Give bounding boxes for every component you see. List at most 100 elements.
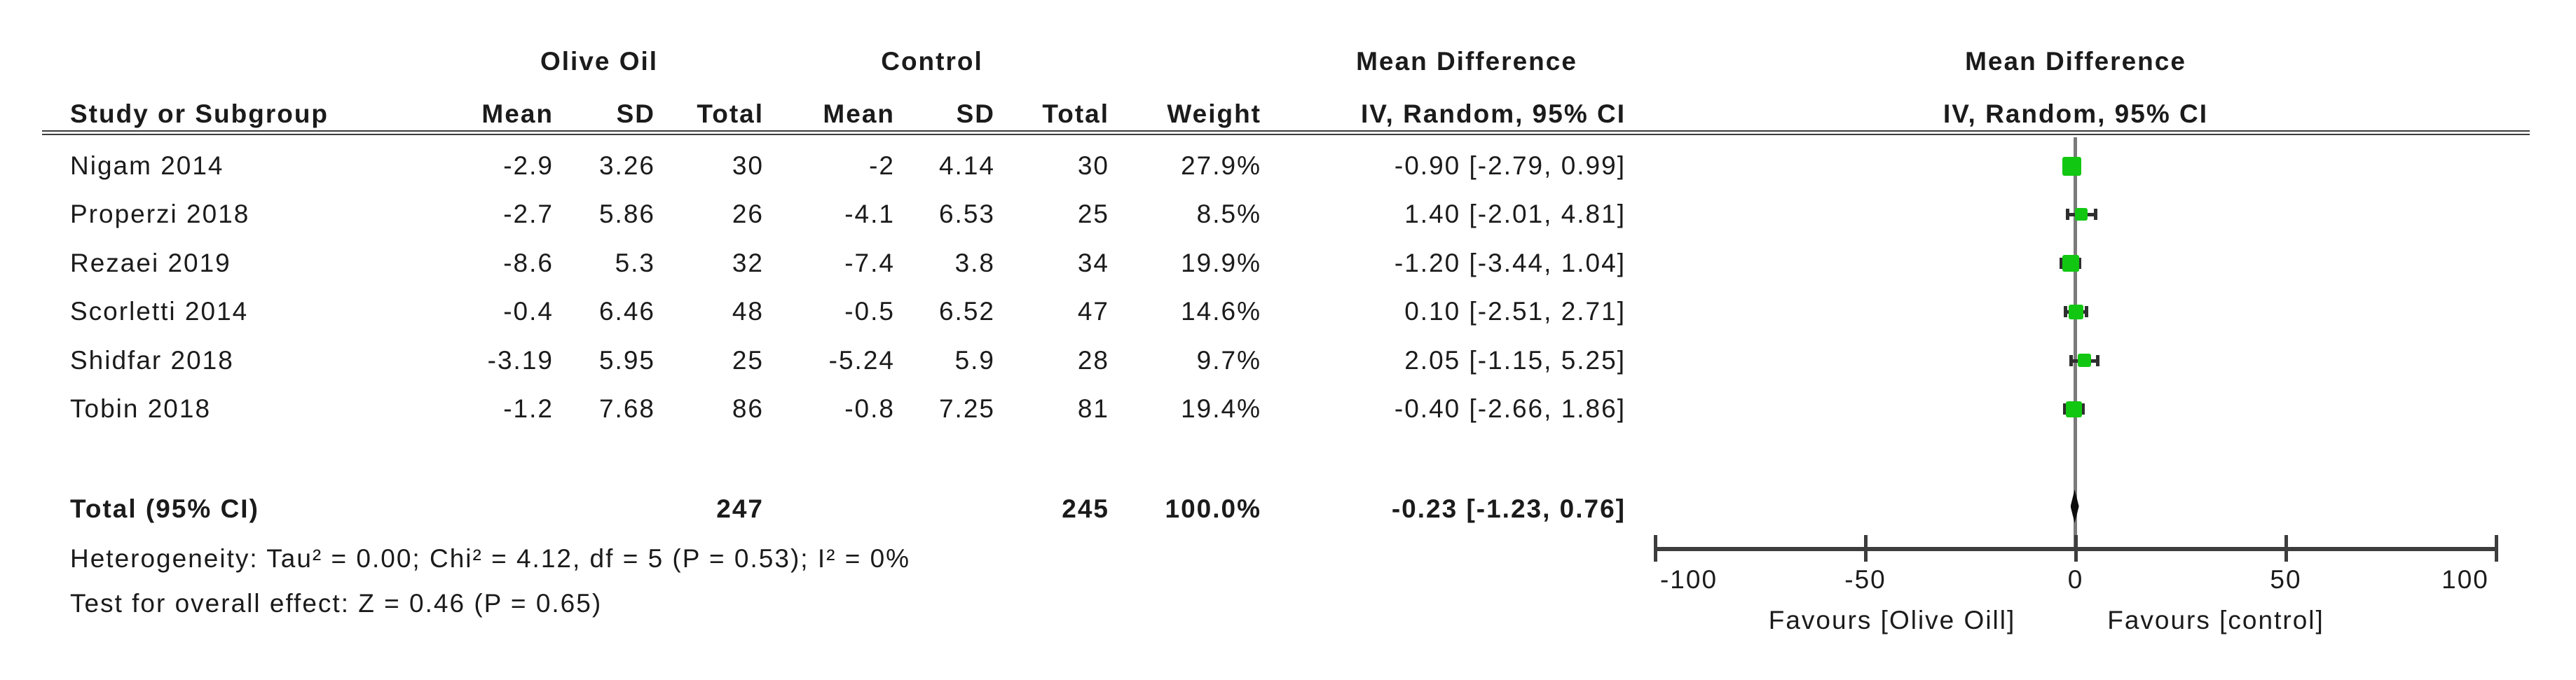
plot-header-line1: Mean Difference [1965,47,2186,76]
x-axis-tick [1864,535,1868,562]
study-ci-label: -1.20 [-3.44, 1.04] [1394,248,1626,277]
study-exp-total: 32 [732,248,764,277]
x-axis-tick-label: 100 [2441,565,2489,594]
x-axis-tick-label: -100 [1659,565,1718,594]
point-estimate-marker [2075,208,2088,221]
study-ci-label: -0.90 [-2.79, 0.99] [1394,151,1626,180]
study-exp-total: 26 [732,200,764,229]
study-exp-sd: 3.26 [598,151,655,180]
col-header-ctl-sd: SD [956,99,995,128]
col-header-exp-total: Total [697,99,764,128]
study-ctl-mean: -0.8 [844,394,895,423]
study-name: Rezaei 2019 [70,248,231,277]
col-header-ctl-mean: Mean [823,99,895,128]
point-estimate-marker [2069,304,2084,319]
x-axis-tick [2495,535,2498,562]
study-exp-sd: 5.95 [598,345,655,375]
study-weight: 8.5% [1196,200,1261,229]
study-ctl-total: 34 [1077,248,1109,277]
study-exp-mean: -1.2 [503,394,554,423]
col-header-study: Study or Subgroup [70,99,329,128]
ci-cap-right [2078,257,2082,269]
ci-cap-right [2081,403,2085,415]
overall-effect-note: Test for overall effect: Z = 0.46 (P = 0… [70,589,603,618]
study-ctl-mean: -0.5 [844,297,895,326]
study-ctl-mean: -5.24 [828,345,895,375]
point-estimate-marker [2077,354,2091,368]
study-weight: 9.7% [1196,345,1261,375]
total-label: Total (95% CI) [70,494,259,523]
study-ci-label: 2.05 [-1.15, 5.25] [1404,345,1626,375]
study-exp-sd: 5.3 [615,248,655,277]
x-axis-tick [2284,535,2288,562]
study-weight: 27.9% [1181,151,1261,180]
total-ci-label: -0.23 [-1.23, 0.76] [1391,494,1626,523]
study-ctl-sd: 6.53 [938,200,995,229]
study-name: Scorletti 2014 [70,297,249,326]
study-ctl-sd: 7.25 [938,394,995,423]
x-axis-tick-label: 0 [2067,565,2084,594]
study-name: Properzi 2018 [70,200,250,229]
ci-cap-left [2063,306,2067,318]
study-name: Nigam 2014 [70,151,224,180]
study-ctl-total: 25 [1077,200,1109,229]
plot-header-line2: IV, Random, 95% CI [1943,99,2209,128]
heterogeneity-note: Heterogeneity: Tau² = 0.00; Chi² = 4.12,… [70,544,911,573]
study-ctl-sd: 3.8 [954,248,995,277]
col-group-mean-difference: Mean Difference [1356,47,1577,76]
point-estimate-marker [2062,254,2079,272]
point-estimate-marker [2066,401,2083,417]
total-weight: 100.0% [1165,494,1261,523]
study-ci-label: 0.10 [-2.51, 2.71] [1404,297,1626,326]
col-header-ctl-total: Total [1042,99,1109,128]
study-exp-sd: 6.46 [598,297,655,326]
x-axis-tick-label: 50 [2270,565,2302,594]
total-exp-total: 247 [716,494,764,523]
study-exp-total: 30 [732,151,764,180]
study-ctl-total: 30 [1077,151,1109,180]
study-ci-label: -0.40 [-2.66, 1.86] [1394,394,1626,423]
study-name: Tobin 2018 [70,394,212,423]
total-ctl-total: 245 [1062,494,1109,523]
study-name: Shidfar 2018 [70,345,234,375]
study-exp-total: 25 [732,345,764,375]
x-axis-tick-label: -50 [1844,565,1886,594]
ci-cap-left [2065,209,2069,221]
ci-cap-left [2060,257,2064,269]
ci-cap-right [2085,306,2089,318]
col-header-iv-ci: IV, Random, 95% CI [1360,99,1626,128]
study-exp-mean: -3.19 [487,345,554,375]
col-header-weight: Weight [1167,99,1261,128]
ci-cap-right [2093,209,2097,221]
study-weight: 14.6% [1181,297,1261,326]
zero-effect-line [2074,137,2077,550]
study-ctl-mean: -4.1 [844,200,895,229]
x-axis-tick [2074,535,2078,562]
x-axis-tick [1654,535,1657,562]
study-ctl-total: 28 [1077,345,1109,375]
study-exp-mean: -2.9 [503,151,554,180]
study-ctl-mean: -2 [869,151,895,180]
study-ctl-total: 81 [1077,394,1109,423]
study-exp-mean: -8.6 [503,248,554,277]
study-exp-total: 86 [732,394,764,423]
study-ctl-sd: 5.9 [954,345,995,375]
study-weight: 19.4% [1181,394,1261,423]
ci-cap-right [2095,354,2099,366]
favours-right-label: Favours [control] [2107,606,2324,634]
col-group-control: Control [881,47,983,76]
study-exp-total: 48 [732,297,764,326]
study-ctl-sd: 4.14 [938,151,995,180]
study-ctl-total: 47 [1077,297,1109,326]
point-estimate-marker [2062,156,2082,176]
study-weight: 19.9% [1181,248,1261,277]
study-ci-label: 1.40 [-2.01, 4.81] [1404,200,1626,229]
total-diamond [2070,490,2079,523]
col-header-exp-sd: SD [616,99,655,128]
study-exp-mean: -0.4 [503,297,554,326]
col-group-olive-oil: Olive Oil [540,47,659,76]
ci-cap-left [2069,354,2074,366]
study-exp-sd: 7.68 [598,394,655,423]
study-ctl-mean: -7.4 [844,248,895,277]
